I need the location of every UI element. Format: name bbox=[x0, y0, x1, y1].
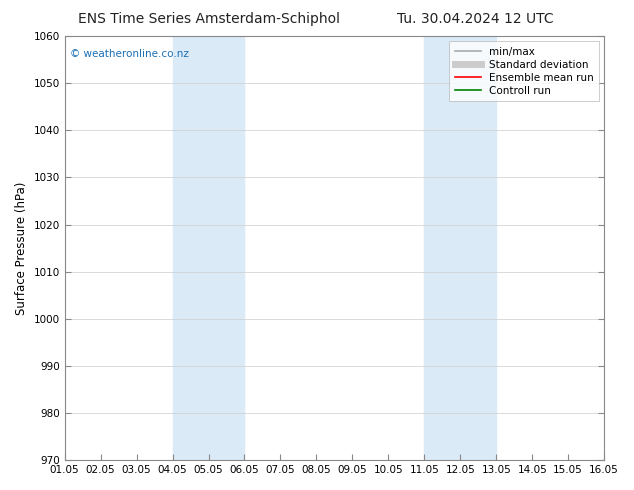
Bar bbox=[424, 36, 496, 460]
Legend: min/max, Standard deviation, Ensemble mean run, Controll run: min/max, Standard deviation, Ensemble me… bbox=[450, 41, 599, 101]
Text: Tu. 30.04.2024 12 UTC: Tu. 30.04.2024 12 UTC bbox=[397, 12, 554, 26]
Text: ENS Time Series Amsterdam-Schiphol: ENS Time Series Amsterdam-Schiphol bbox=[78, 12, 340, 26]
Y-axis label: Surface Pressure (hPa): Surface Pressure (hPa) bbox=[15, 181, 28, 315]
Bar bbox=[172, 36, 245, 460]
Text: © weatheronline.co.nz: © weatheronline.co.nz bbox=[70, 49, 189, 59]
